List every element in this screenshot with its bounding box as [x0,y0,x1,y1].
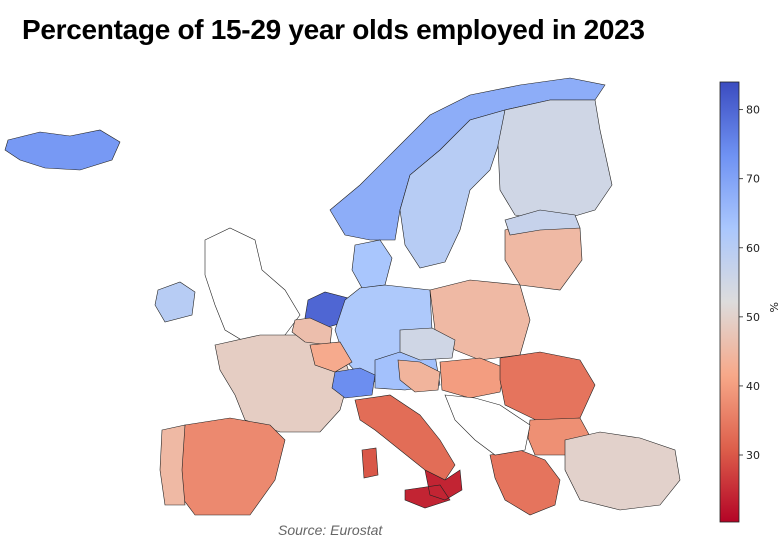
map-title: Percentage of 15-29 year olds employed i… [22,14,645,45]
map-region [404,469,463,509]
colorbar-tick-label: 40 [746,380,760,393]
map-region [397,359,441,393]
map-region [331,367,376,399]
map-region [204,227,301,343]
map-region [179,417,286,516]
map-regions [4,77,681,516]
map-region [499,351,596,423]
map-region [444,394,531,456]
map-region [159,424,186,506]
colorbar-tick-label: 70 [746,173,760,186]
colorbar-tick-label: 50 [746,311,760,324]
map-region [564,431,681,511]
source-note: Source: Eurostat [278,522,383,538]
colorbar-label: % [767,302,780,312]
map-region [439,357,506,399]
colorbar-tick-label: 60 [746,242,760,255]
map-region [4,129,121,171]
colorbar-tick-label: 30 [746,449,760,462]
map-region [504,209,581,236]
map-region [361,447,379,479]
map-region [399,327,456,361]
map-region [489,449,561,516]
colorbar-tick-label: 80 [746,104,760,117]
map-region [351,239,393,289]
map-region [399,109,506,269]
map-region [309,341,353,373]
map-region [154,281,196,323]
colorbar [719,81,740,523]
map-region [497,99,613,223]
